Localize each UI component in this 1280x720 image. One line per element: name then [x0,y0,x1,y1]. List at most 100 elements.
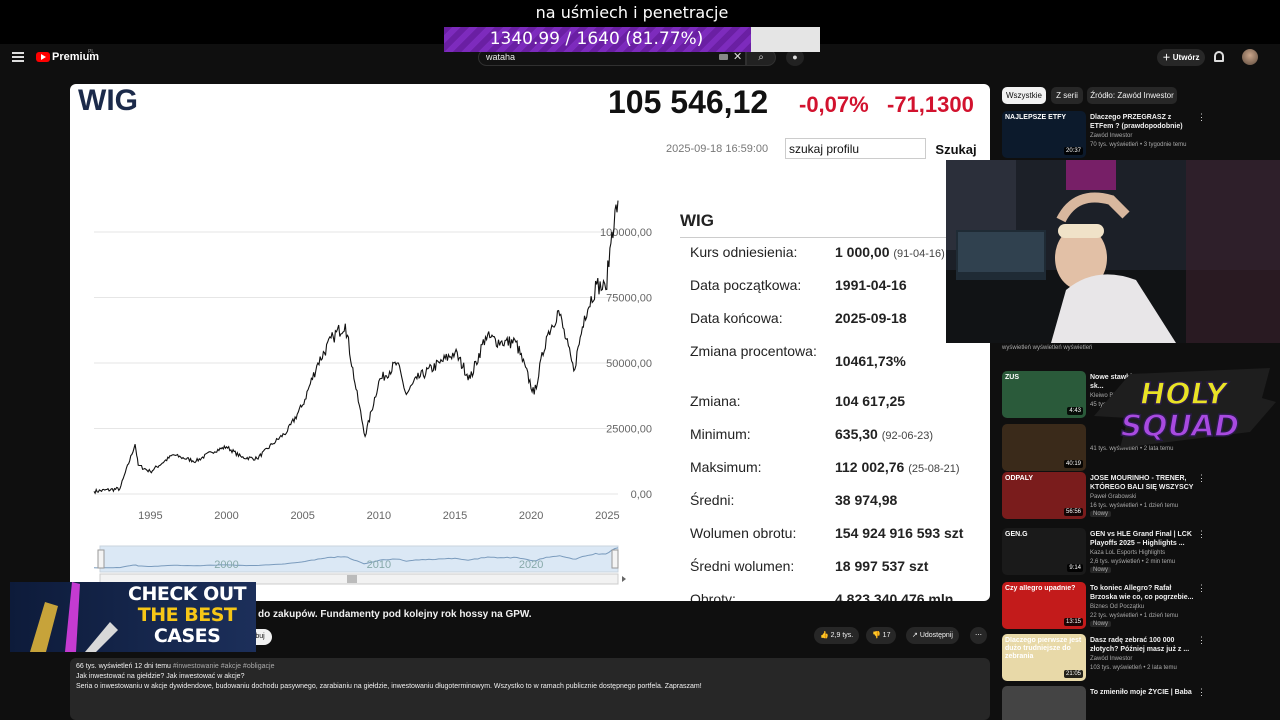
rec-channel[interactable]: Kaza LoL Esports Highlights [1090,550,1166,556]
info-value: 38 974,98 [835,492,897,508]
x-tick-label: 2015 [443,510,467,522]
info-value-main: 104 617,25 [835,393,906,409]
navigator-scrollbar [99,573,619,585]
create-label: Utwórz [1172,53,1200,62]
info-label: Zmiana procentowa: [690,343,817,359]
video-player[interactable]: WIG 105 546,12 -0,07% -71,1300 2025-09-1… [70,84,990,601]
rec-thumbnail[interactable]: ZUS 4:43 [1002,371,1086,418]
info-value: 10461,73% [835,353,906,369]
info-label: Data początkowa: [690,277,802,293]
info-value-main: 1 000,00 [835,244,890,260]
info-value-date: (25-08-21) [908,463,960,475]
profile-search-input[interactable] [785,138,926,159]
rec-new-badge: Nowy [1090,511,1112,517]
rec-more-icon[interactable]: ⋮ [1197,635,1206,645]
wig-logo: WIG [78,84,138,117]
info-value-main: 4 823 340 476 mln [835,591,954,601]
keyboard-icon[interactable] [719,54,728,60]
cases-line-1: CHECK OUT [128,583,247,605]
rec-thumbnail[interactable]: 40:19 [1002,424,1086,471]
create-button[interactable]: ＋ Utwórz [1157,49,1205,66]
more-actions-button[interactable]: ⋯ [970,627,987,644]
y-tick-label: 75000,00 [606,293,652,305]
youtube-logo-icon[interactable] [36,52,50,62]
scrollbar-thumb [347,575,357,583]
info-panel-title: WIG [680,211,714,230]
dislike-button[interactable]: 👎 17 [866,627,897,644]
stream-goal-title: na uśmiech i penetracje [535,3,729,22]
rec-title[interactable]: Dlaczego PRZEGRASZ z ETFem ? (prawdopodo… [1090,114,1183,130]
info-label: Średni wolumen: [690,558,795,574]
x-tick-label: 1995 [138,510,162,522]
x-tick-label: 2020 [519,510,543,522]
wig-line-chart[interactable]: 0,00 25000,00 50000,00 75000,00 100000,00 199… [70,84,670,601]
rec-channel[interactable]: Zawód Inwestor [1090,133,1133,139]
info-value-main: 112 002,76 [835,459,905,475]
y-tick-label: 0,00 [631,489,652,501]
search-query[interactable]: wataha [486,52,516,62]
info-label: Średni: [690,492,735,508]
rec-duration: 56:56 [1063,508,1083,516]
rec-channel[interactable]: Paweł Grabowski [1090,494,1137,500]
desc-line-1: Jak inwestować na giełdzie? Jak inwestow… [76,673,245,680]
rec-thumb-text: ODPALY [1005,475,1034,482]
rec-thumbnail[interactable] [1002,686,1086,720]
account-avatar[interactable] [1242,49,1258,65]
profile-search-button[interactable]: Szukaj [930,138,982,161]
rec-more-icon[interactable]: ⋮ [1197,687,1206,697]
hamburger-menu-icon[interactable] [12,52,24,62]
rec-duration: 21:05 [1063,670,1083,678]
notifications-bell-icon[interactable] [1214,51,1224,62]
microphone-icon[interactable]: ● [786,49,804,66]
rec-more-icon[interactable]: ⋮ [1197,112,1206,122]
info-value: 1 000,00 (91-04-16) [835,244,945,260]
like-button[interactable]: 👍 2,9 tys. [814,627,860,644]
info-value-main: 38 974,98 [835,492,898,508]
rec-title[interactable]: Dasz radę zebrać 100 000 złotych? Późnie… [1090,637,1190,653]
rec-thumb-text: GEN.G [1005,531,1028,538]
rec-thumbnail[interactable]: Czy allegro upadnie? 13:15 [1002,582,1086,629]
info-value-date: (91-04-16) [893,248,945,260]
video-title: do zakupów. Fundamenty pod kolejny rok h… [258,609,532,620]
info-label: Zmiana: [690,393,741,409]
cases-text: CHECK OUT THE BEST CASES [128,583,247,647]
rec-title[interactable]: GEN vs HLE Grand Final | LCK Playoffs 20… [1090,531,1192,547]
info-label: Obroty: [690,591,736,601]
scroll-right-arrow-icon [622,576,626,582]
desc-tags[interactable]: #inwestowanie #akcje #obligacje [172,663,275,670]
rec-thumbnail[interactable]: Dlaczego pierwsze jest dużo trudniejsze … [1002,634,1086,681]
rec-channel[interactable]: Zawód Inwestor [1090,656,1133,662]
navigator-line [93,547,619,569]
rec-more-icon[interactable]: ⋮ [1197,529,1206,539]
rec-channel[interactable]: Biznes Od Początku [1090,604,1145,610]
clear-search-icon[interactable]: ✕ [733,51,743,63]
info-value: 104 617,25 [835,393,905,409]
filter-chip[interactable]: Źródło: Zawód Inwestor [1087,87,1177,104]
info-value-main: 1991-04-16 [835,277,907,293]
rec-thumbnail[interactable]: ODPALY 56:56 [1002,472,1086,519]
info-value-main: 635,30 [835,426,878,442]
rec-title[interactable]: To zmieniło moje ŻYCIE | Baba [1090,689,1192,696]
quote-timestamp: 2025-09-18 16:59:00 [666,143,769,155]
info-value-main: 154 924 916 593 szt [835,525,964,541]
x-tick-label: 2025 [595,510,619,522]
series-line [93,200,619,495]
y-tick-label: 100000,00 [600,227,652,239]
rec-more-icon[interactable]: ⋮ [1197,583,1206,593]
rec-thumbnail[interactable]: NAJLEPSZE ETFY 20:37 [1002,111,1086,158]
rec-more-icon[interactable]: ⋮ [1197,473,1206,483]
navigator-handle-right [611,549,619,569]
rec-duration: 13:15 [1063,618,1083,626]
filter-chip[interactable]: Z serii [1051,87,1083,104]
info-value: 154 924 916 593 szt [835,525,963,541]
rec-meta: 103 tys. wyświetleń • 2 lata temu [1090,665,1177,671]
rec-title[interactable]: To koniec Allegro? Rafał Brzoska wie co,… [1090,585,1194,601]
youtube-premium-label[interactable]: Premium [52,51,100,63]
filter-chip[interactable]: Wszystkie [1002,87,1046,104]
y-tick-label: 25000,00 [606,424,652,436]
share-button[interactable]: ↗ Udostępnij [906,627,959,644]
video-description[interactable]: 66 tys. wyświetleń 12 dni temu #inwestow… [70,658,990,720]
rec-thumbnail[interactable]: GEN.G 9:14 [1002,528,1086,575]
rec-title[interactable]: JOSE MOURINHO - TRENER, KTÓREGO BALI SIĘ… [1090,475,1194,491]
info-value-main: 18 997 537 szt [835,558,929,574]
